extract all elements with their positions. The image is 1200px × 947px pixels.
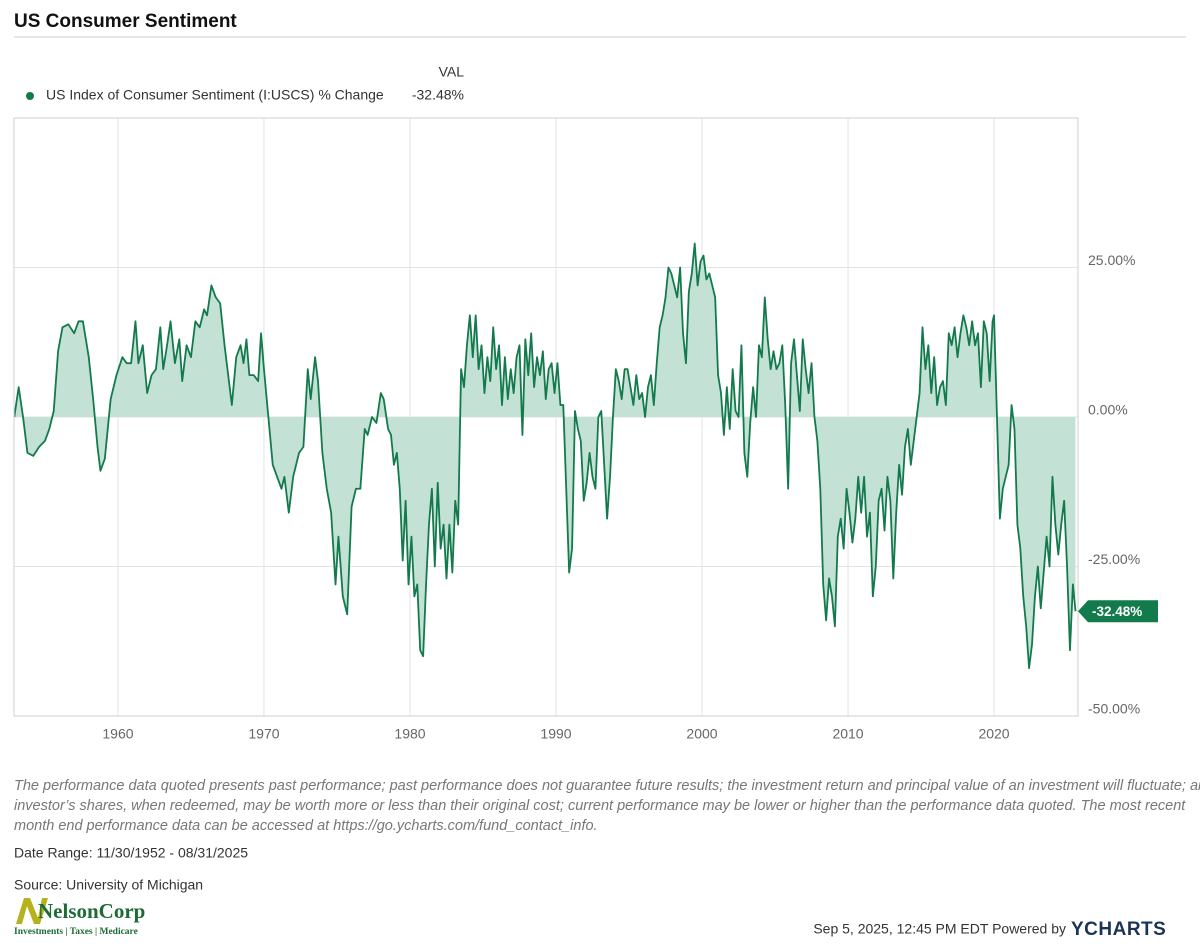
legend-marker <box>26 92 34 100</box>
x-tick-label: 1980 <box>394 726 425 742</box>
legend-header: VAL <box>439 64 465 80</box>
footer-brand: YCHARTS <box>1071 919 1166 940</box>
x-tick-label: 1990 <box>540 726 571 742</box>
y-tick-label: -50.00% <box>1088 701 1140 717</box>
disclaimer: month end performance data can be access… <box>14 818 598 834</box>
footer-timestamp: Sep 5, 2025, 12:45 PM EDT Powered by <box>813 921 1066 937</box>
x-tick-label: 1960 <box>102 726 133 742</box>
legend-value: -32.48% <box>412 87 464 103</box>
x-tick-label: 2020 <box>978 726 1009 742</box>
y-tick-label: 25.00% <box>1088 252 1135 268</box>
source: Source: University of Michigan <box>14 877 203 893</box>
logo-mark <box>16 898 48 924</box>
chart-title: US Consumer Sentiment <box>14 11 237 32</box>
y-tick-label: 0.00% <box>1088 402 1128 418</box>
current-value-label: -32.48% <box>1092 604 1142 619</box>
logo-name: NelsonCorp <box>38 899 145 923</box>
legend-label: US Index of Consumer Sentiment (I:USCS) … <box>46 87 384 103</box>
plot-frame <box>13 117 1079 717</box>
line <box>13 242 1077 670</box>
logo-tagline: Investments | Taxes | Medicare <box>14 927 138 937</box>
y-tick-label: -25.00% <box>1088 551 1140 567</box>
disclaimer: investor’s shares, when redeemed, may be… <box>14 798 1186 814</box>
area <box>14 243 1076 669</box>
x-tick-label: 2010 <box>832 726 863 742</box>
current-value-badge <box>1078 600 1158 623</box>
x-tick-label: 2000 <box>686 726 717 742</box>
date-range: Date Range: 11/30/1952 - 08/31/2025 <box>14 845 248 861</box>
x-tick-label: 1970 <box>248 726 279 742</box>
disclaimer: The performance data quoted presents pas… <box>14 778 1200 794</box>
